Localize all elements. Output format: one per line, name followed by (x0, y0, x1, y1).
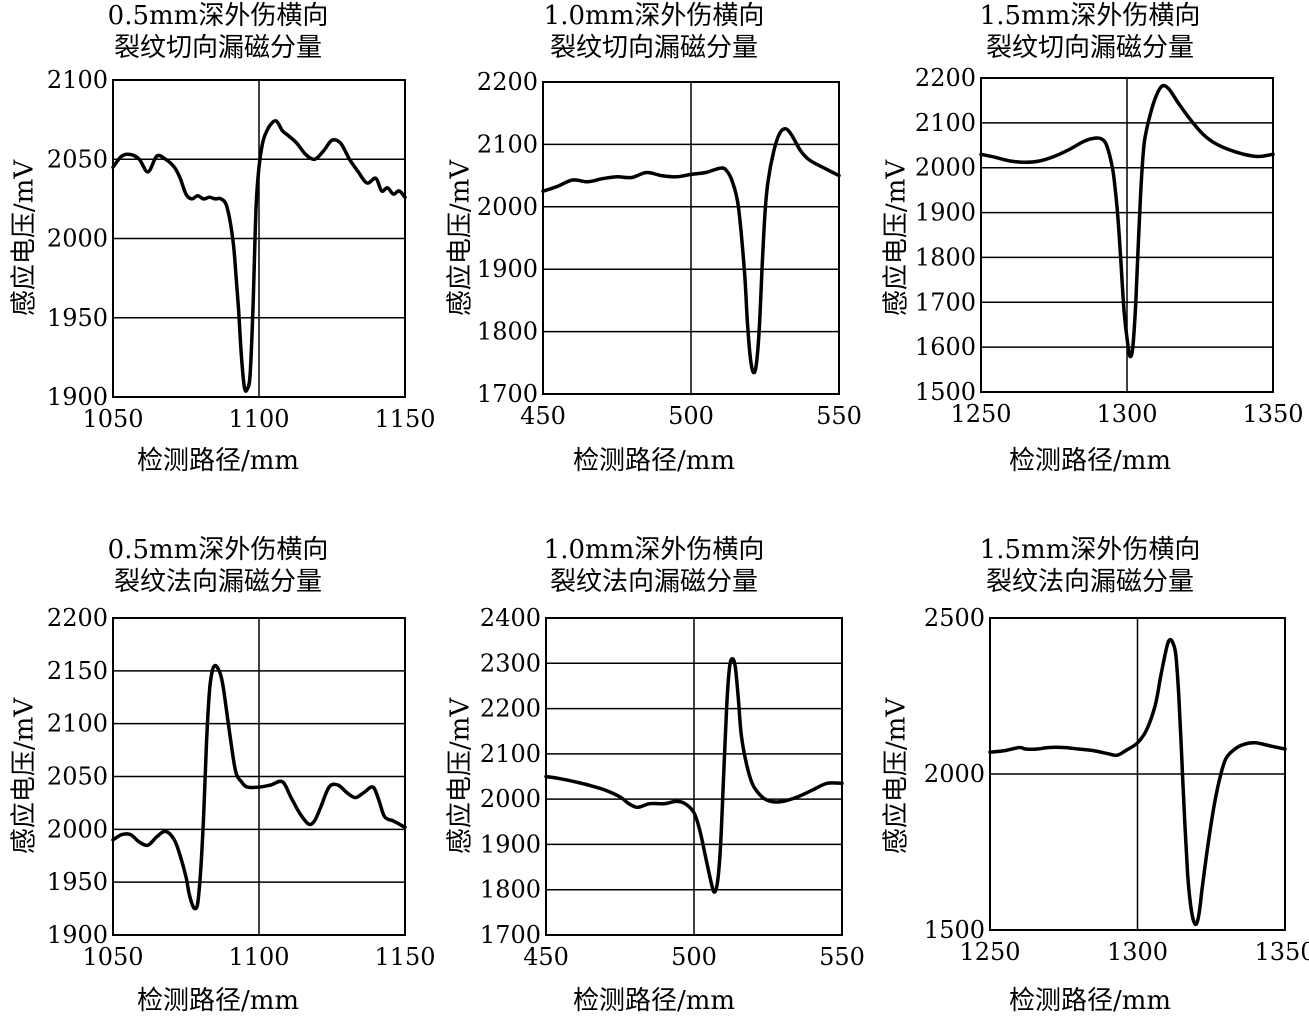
y-tick-label: 1800 (480, 876, 541, 904)
chart-title-line2: 裂纹切向漏磁分量 (985, 33, 1194, 63)
y-tick-label: 2150 (47, 657, 108, 685)
x-axis-label: 检测路径/mm (572, 986, 736, 1016)
y-tick-label: 2050 (47, 763, 108, 791)
y-tick-label: 2000 (47, 225, 108, 253)
chart-panel-5: 1.0mm深外伤横向 裂纹法向漏磁分量 感应电压/mV 检测路径/mm 1700… (436, 506, 872, 1016)
plot-area: 1500 1600 1700 1800 1900 2000 2100 2200 1250 1300… (915, 64, 1304, 428)
plot-area: 1700 1800 1900 2000 2100 2200 450 500 550 (477, 68, 862, 430)
y-tick-label: 2100 (47, 710, 108, 738)
y-tick-label: 2100 (915, 109, 976, 137)
y-tick-label: 1800 (477, 318, 538, 346)
y-tick-label: 2000 (47, 815, 108, 843)
x-tick-label: 550 (819, 943, 865, 971)
y-tick-label: 2100 (477, 130, 538, 158)
chart-title-line1: 1.0mm深外伤横向 (543, 535, 765, 565)
chart-title-line2: 裂纹法向漏磁分量 (549, 567, 758, 597)
y-tick-label: 1900 (480, 830, 541, 858)
y-tick-label: 2200 (477, 68, 538, 96)
x-tick-label: 1150 (374, 405, 435, 433)
series-line (979, 83, 1275, 359)
chart-title-line1: 1.5mm深外伤横向 (979, 535, 1201, 565)
x-tick-label: 500 (668, 402, 714, 430)
x-tick-label: 500 (671, 943, 717, 971)
chart-title-line2: 裂纹法向漏磁分量 (113, 567, 322, 597)
x-tick-label: 550 (816, 402, 862, 430)
y-tick-label: 1800 (915, 243, 976, 271)
series-line (988, 637, 1287, 927)
series-line (111, 663, 407, 911)
plot-frame (112, 79, 406, 398)
series-line (544, 657, 844, 894)
chart-panel-2: 1.0mm深外伤横向 裂纹切向漏磁分量 感应电压/mV 检测路径/mm 1700… (436, 0, 872, 506)
y-tick-label: 1700 (915, 288, 976, 316)
chart-title-line1: 0.5mm深外伤横向 (107, 1, 329, 31)
y-tick-label: 2400 (480, 604, 541, 632)
plot-frame (989, 617, 1286, 931)
y-tick-label: 1950 (47, 868, 108, 896)
chart-title-line1: 1.5mm深外伤横向 (979, 1, 1201, 31)
y-tick-label: 1900 (915, 199, 976, 227)
y-tick-label: 1500 (915, 378, 976, 406)
x-tick-label: 1050 (82, 405, 143, 433)
y-tick-label: 2500 (924, 604, 985, 632)
x-axis-label: 检测路径/mm (572, 446, 736, 476)
y-tick-label: 2200 (47, 604, 108, 632)
x-axis-label: 检测路径/mm (136, 986, 300, 1016)
x-tick-label: 1050 (82, 943, 143, 971)
chart-panel-6: 1.5mm深外伤横向 裂纹法向漏磁分量 感应电压/mV 检测路径/mm 1500… (872, 506, 1309, 1016)
chart-panel-1: 0.5mm深外伤横向 裂纹切向漏磁分量 感应电压/mV 检测路径/mm 1900… (0, 0, 436, 506)
x-tick-label: 1300 (1096, 400, 1157, 428)
y-tick-label: 1500 (924, 916, 985, 944)
y-tick-label: 2000 (915, 154, 976, 182)
x-tick-label: 1350 (1242, 400, 1303, 428)
y-tick-label: 2000 (480, 785, 541, 813)
plot-area: 1500 2000 2500 1250 1300 1350 (924, 604, 1309, 966)
series-line (111, 119, 407, 393)
x-axis-label: 检测路径/mm (136, 446, 300, 476)
y-tick-label: 2000 (477, 193, 538, 221)
x-tick-label: 1250 (959, 938, 1020, 966)
x-tick-label: 1250 (950, 400, 1011, 428)
plot-area: 1900 1950 2000 2050 2100 1050 1100 1150 (47, 66, 436, 433)
x-tick-label: 1100 (228, 405, 289, 433)
chart-panel-4: 0.5mm深外伤横向 裂纹法向漏磁分量 感应电压/mV 检测路径/mm 1900… (0, 506, 436, 1016)
y-tick-label: 1700 (480, 921, 541, 949)
x-axis-label: 检测路径/mm (1008, 986, 1172, 1016)
x-tick-label: 1100 (228, 943, 289, 971)
y-tick-label: 1900 (477, 255, 538, 283)
y-tick-label: 2300 (480, 649, 541, 677)
y-tick-label: 2200 (915, 64, 976, 92)
plot-frame (112, 617, 406, 936)
chart-title-line2: 裂纹切向漏磁分量 (113, 33, 322, 63)
y-tick-label: 1900 (47, 921, 108, 949)
x-tick-label: 450 (523, 943, 569, 971)
y-tick-label: 2100 (480, 740, 541, 768)
y-tick-label: 2100 (47, 66, 108, 94)
plot-frame (542, 81, 840, 395)
y-tick-label: 1950 (47, 304, 108, 332)
series-line (541, 127, 841, 375)
y-tick-label: 1700 (477, 380, 538, 408)
plot-area: 1900 1950 2000 2050 2100 2150 2200 1050 1100 1150 (47, 604, 436, 971)
y-tick-label: 2050 (47, 145, 108, 173)
y-tick-label: 2200 (480, 695, 541, 723)
chart-title-line2: 裂纹切向漏磁分量 (549, 33, 758, 63)
chart-title-line2: 裂纹法向漏磁分量 (985, 567, 1194, 597)
y-tick-label: 2000 (924, 760, 985, 788)
y-tick-label: 1900 (47, 383, 108, 411)
x-tick-label: 1150 (374, 943, 435, 971)
x-tick-label: 450 (520, 402, 566, 430)
x-tick-label: 1300 (1107, 938, 1168, 966)
chart-panel-3: 1.5mm深外伤横向 裂纹切向漏磁分量 感应电压/mV 检测路径/mm 1500… (872, 0, 1308, 506)
chart-title-line1: 1.0mm深外伤横向 (543, 1, 765, 31)
x-axis-label: 检测路径/mm (1008, 446, 1172, 476)
plot-area: 1700 1800 1900 2000 2100 2200 2300 2400 450 500 55… (480, 604, 865, 971)
x-tick-label: 1350 (1254, 938, 1309, 966)
plot-frame (980, 77, 1274, 393)
chart-title-line1: 0.5mm深外伤横向 (107, 535, 329, 565)
y-tick-label: 1600 (915, 333, 976, 361)
